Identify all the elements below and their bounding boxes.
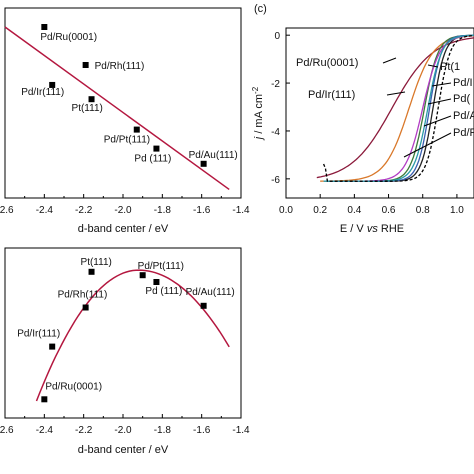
right-data: Pd/Ru(0001) Pd/Ir(111) Pt(1 Pd/I Pd( Pd/A Pd/F <box>296 34 474 182</box>
series-label: Pd/Ir(111) <box>308 89 355 101</box>
x-tick-label: -2.0 <box>114 205 132 216</box>
x-tick-label: -1.8 <box>154 425 172 436</box>
x-tick-label: -1.8 <box>154 205 172 216</box>
bottom-left-x-axis-label: d-band center / eV <box>78 444 169 456</box>
data-point <box>82 62 89 68</box>
data-point <box>88 268 95 275</box>
x-tick-label: 0.6 <box>382 205 396 216</box>
bottom-left-plot: -2.6 -2.4 -2.2 -2.0 -1.8 -1.6 -1.4 Pt(111) Pd/P… <box>0 247 250 456</box>
right-frame <box>285 27 474 199</box>
point-label: Pd/Pt(111) <box>104 135 150 146</box>
x-tick-label: 1.0 <box>450 205 464 216</box>
x-tick-label: -1.4 <box>232 425 250 436</box>
data-point <box>153 279 160 285</box>
point-label: Pd (111) <box>145 286 182 297</box>
data-point <box>49 81 56 88</box>
point-label: Pd/Ru(0001) <box>45 381 102 392</box>
point-label: Pt(111) <box>81 257 112 268</box>
point-label: Pd/Au(111) <box>186 287 235 298</box>
x-tick-label: -2.4 <box>36 425 54 436</box>
x-tick-label: -1.6 <box>193 425 211 436</box>
point-label: Pd (111) <box>134 154 171 165</box>
point-label: Pt(111) <box>72 103 103 114</box>
series-label: Pd/I <box>453 77 473 89</box>
right-x-axis-label: E / V vs RHE <box>340 223 404 235</box>
bottom-left-data: Pt(111) Pd/Pt(111) Pd/Rh(111) Pd (111) Pd/Au… <box>17 257 235 403</box>
x-tick-label: -2.0 <box>114 425 132 436</box>
point-label: Pd/Pt(111) <box>138 261 184 272</box>
data-point <box>133 126 140 133</box>
x-tick-label: -1.4 <box>232 205 250 216</box>
right-y-axis-label: j / mA cm-2 <box>251 86 265 141</box>
series-arrow <box>427 64 439 68</box>
y-tick-label: -6 <box>271 175 280 186</box>
point-label: Pd/Rh(111) <box>95 61 145 72</box>
x-tick-label: -2.2 <box>75 205 93 216</box>
point-label: Pd/Au(111) <box>189 150 238 161</box>
series-arrow <box>431 82 452 87</box>
x-tick-label: -2.2 <box>75 425 93 436</box>
x-tick-label: -2.6 <box>0 205 14 216</box>
data-point <box>153 145 160 152</box>
data-point <box>200 160 207 167</box>
series-arrow <box>403 132 452 158</box>
data-point <box>41 396 48 403</box>
right-axis-ticks: 0.0 0.2 0.4 0.6 0.8 1.0 0 -2 -4 -6 <box>271 31 464 216</box>
series-label: Pd( <box>453 93 470 105</box>
data-point <box>49 343 56 350</box>
data-point <box>200 302 207 309</box>
lsv-curve <box>316 37 474 179</box>
x-tick-label: -1.6 <box>193 205 211 216</box>
point-label: Pd/Ru(0001) <box>40 32 97 43</box>
series-label: Pd/A <box>453 110 474 122</box>
x-tick-label: 0.4 <box>347 205 361 216</box>
panel-label-c: (c) <box>254 3 267 15</box>
x-tick-label: -2.4 <box>36 205 54 216</box>
x-tick-label: 0.2 <box>313 205 327 216</box>
x-tick-label: 0.8 <box>416 205 430 216</box>
point-label: Pd/Rh(111) <box>58 290 108 301</box>
point-label: Pd/Ir(111) <box>21 87 64 98</box>
series-arrow <box>423 115 452 127</box>
top-left-x-ticks: -2.6 -2.4 -2.2 -2.0 -1.8 -1.6 -1.4 <box>0 194 250 216</box>
right-plot: (c) 0.0 0.2 0.4 0.6 0.8 1.0 0 -2 -4 -6 Pd/Ru(0001… <box>251 3 474 235</box>
series-arrow <box>427 98 452 105</box>
parabolic-fit-curve <box>35 269 230 402</box>
top-left-plot: -2.6 -2.4 -2.2 -2.0 -1.8 -1.6 -1.4 Pd/Ru(0001)… <box>0 7 250 235</box>
y-tick-label: -2 <box>271 79 280 90</box>
data-point <box>88 96 95 103</box>
bottom-left-x-ticks: -2.6 -2.4 -2.2 -2.0 -1.8 -1.6 -1.4 <box>0 414 250 436</box>
data-point <box>82 304 89 311</box>
x-tick-label: 0.0 <box>279 205 293 216</box>
series-label: Pd/Ru(0001) <box>296 57 358 69</box>
data-point <box>41 24 48 30</box>
lsv-curve <box>323 34 474 182</box>
series-arrow <box>386 91 406 96</box>
top-left-data: Pd/Ru(0001) Pd/Rh(111) Pd/Ir(111) Pt(111) Pd… <box>4 24 238 191</box>
series-label: Pd/F <box>453 127 474 139</box>
x-tick-label: -2.6 <box>0 425 14 436</box>
y-tick-label: 0 <box>274 31 280 42</box>
top-left-x-axis-label: d-band center / eV <box>78 223 169 235</box>
series-label: Pt(1 <box>440 61 460 73</box>
point-label: Pd/Ir(111) <box>17 329 60 340</box>
linear-fit-line <box>4 26 230 191</box>
series-arrow <box>382 57 397 64</box>
data-point <box>139 272 146 279</box>
y-tick-label: -4 <box>271 127 280 138</box>
